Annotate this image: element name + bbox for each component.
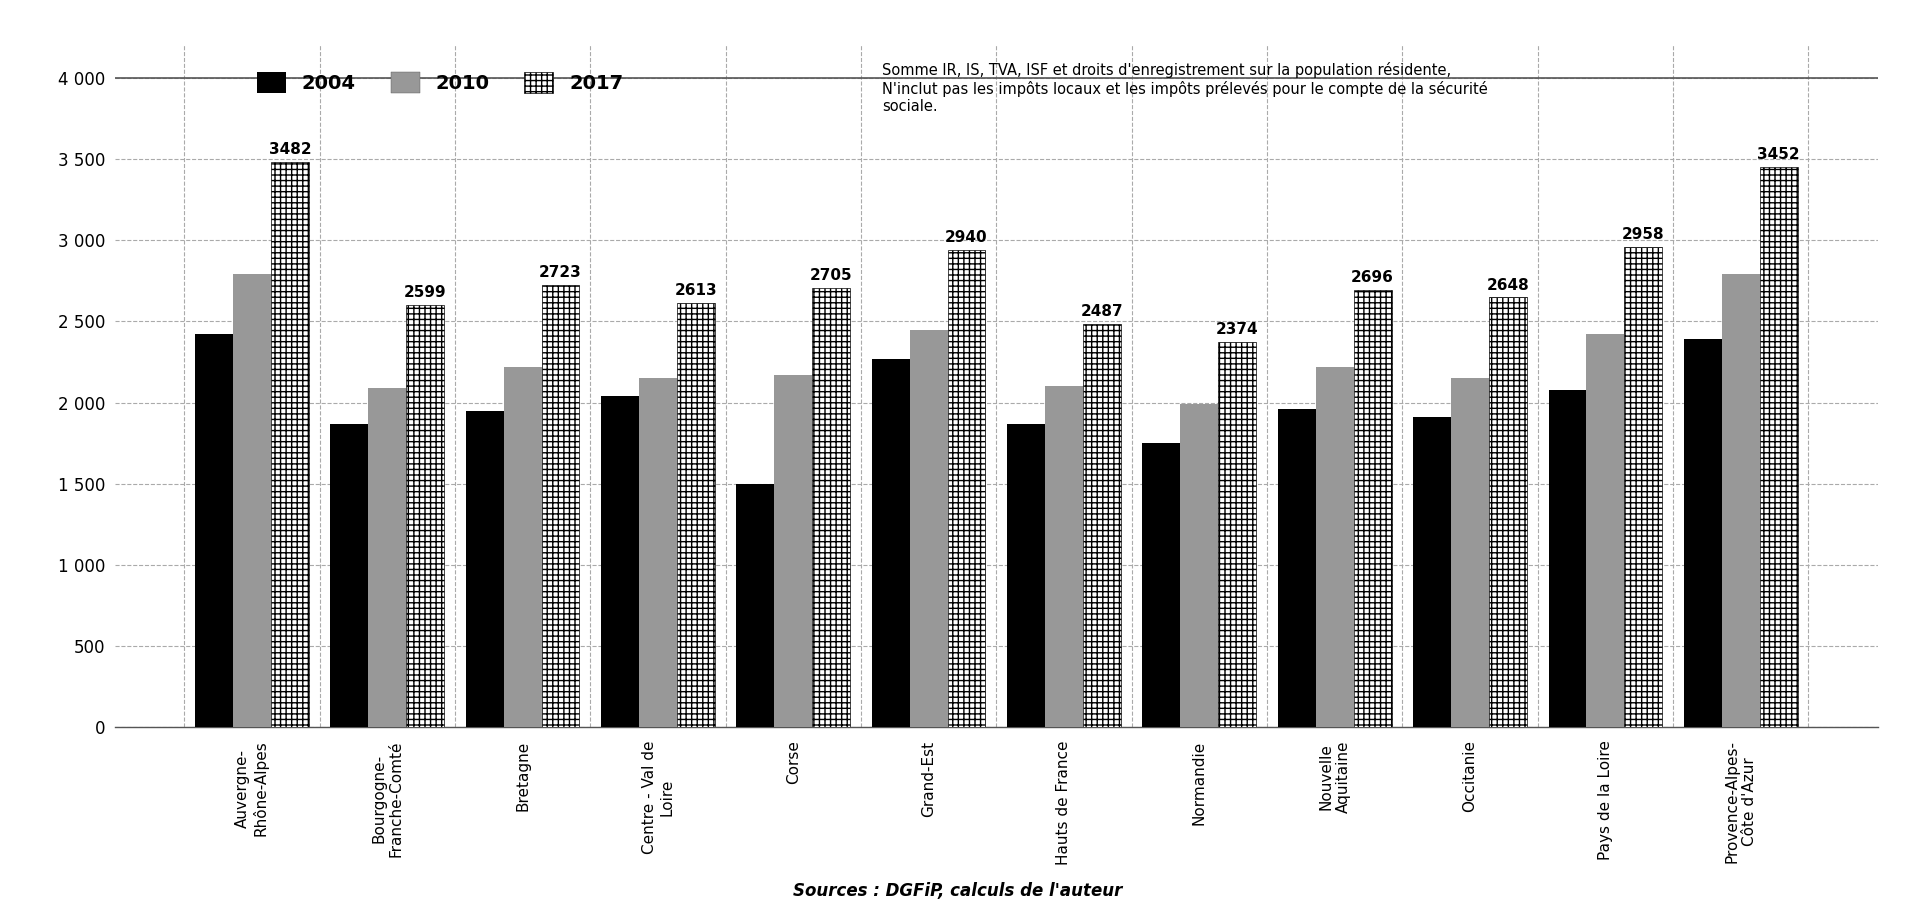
Text: 2940: 2940 (945, 230, 989, 245)
Bar (910, 330, 948, 727)
Bar (406, 305, 445, 727)
Text: Somme IR, IS, TVA, ISF et droits d'enregistrement sur la population résidente,
N: Somme IR, IS, TVA, ISF et droits d'enreg… (881, 63, 1487, 115)
Bar (1759, 167, 1797, 727)
Bar (368, 388, 406, 727)
Bar (1278, 409, 1316, 727)
Bar (640, 378, 676, 727)
Bar (1450, 378, 1489, 727)
Text: 2696: 2696 (1351, 270, 1395, 285)
Text: 2705: 2705 (810, 268, 853, 284)
Bar (1684, 339, 1722, 727)
Bar (542, 285, 579, 727)
Bar (1180, 405, 1219, 727)
Text: 3482: 3482 (268, 142, 310, 157)
Bar (1316, 367, 1353, 727)
Bar (1548, 390, 1586, 727)
Text: 2374: 2374 (1217, 322, 1259, 337)
Bar (774, 375, 812, 727)
Bar (872, 359, 910, 727)
Bar (1083, 324, 1121, 727)
Bar (504, 367, 542, 727)
Bar (466, 411, 504, 727)
Text: 2487: 2487 (1081, 304, 1123, 319)
Bar (330, 424, 368, 727)
Text: Sources : DGFiP, calculs de l'auteur: Sources : DGFiP, calculs de l'auteur (793, 882, 1123, 900)
Bar (1142, 444, 1180, 727)
Bar (1489, 297, 1527, 727)
Bar (1625, 247, 1663, 727)
Bar (1586, 335, 1625, 727)
Legend: 2004, 2010, 2017: 2004, 2010, 2017 (257, 72, 623, 94)
Text: 2648: 2648 (1487, 277, 1529, 293)
Bar (1353, 290, 1391, 727)
Bar (1008, 424, 1044, 727)
Text: 2599: 2599 (404, 285, 446, 301)
Bar (195, 335, 234, 727)
Bar (1044, 386, 1083, 727)
Bar (1414, 417, 1450, 727)
Text: 2958: 2958 (1623, 227, 1665, 242)
Bar (1722, 275, 1759, 727)
Bar (234, 275, 270, 727)
Bar (736, 484, 774, 727)
Bar (1219, 342, 1257, 727)
Bar (948, 250, 985, 727)
Bar (602, 396, 640, 727)
Bar (270, 162, 308, 727)
Text: 2613: 2613 (674, 284, 717, 298)
Text: 2723: 2723 (538, 265, 582, 280)
Bar (676, 303, 715, 727)
Bar (812, 288, 851, 727)
Text: 3452: 3452 (1757, 147, 1799, 162)
